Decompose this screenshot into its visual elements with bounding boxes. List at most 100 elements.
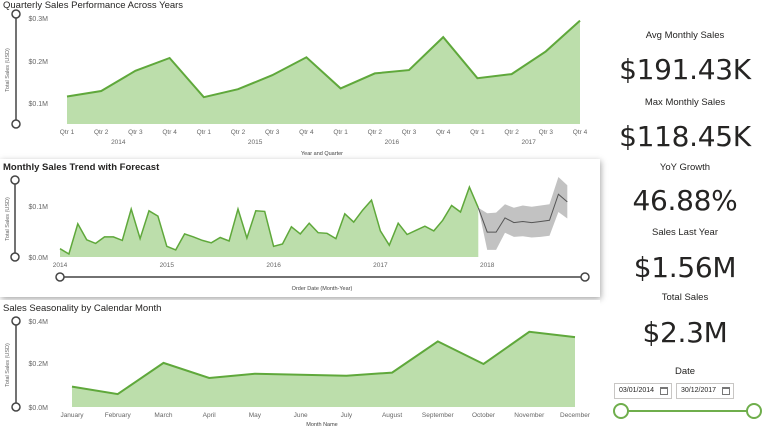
seasonality-x-tick-label: March [154, 412, 172, 419]
monthly-x-tick-label: 2014 [53, 262, 68, 269]
monthly-x-axis-label: Order Date (Month-Year) [292, 286, 353, 292]
seasonality-y-slider-bottom-handle[interactable] [11, 402, 21, 412]
kpi-card-avg-monthly-sales: Avg Monthly Sales $191.43K [605, 30, 765, 84]
monthly-x-slider-left-handle[interactable] [55, 272, 65, 282]
seasonality-x-tick-label: May [249, 412, 262, 419]
seasonality-x-tick-label: October [472, 412, 496, 419]
date-slicer-end-handle[interactable] [746, 403, 762, 419]
kpi-value: $191.43K [619, 53, 751, 86]
quarterly-chart-svg: Total Sales (USD) $0.3M $0.2M $0.1M Qtr … [5, 9, 588, 157]
seasonality-x-tick-label: August [382, 412, 402, 419]
quarterly-x-tick-label: Qtr 1 [470, 129, 485, 136]
monthly-y-tick-label: $0.1M [29, 204, 49, 211]
quarterly-x-tick-label: Qtr 3 [265, 129, 280, 136]
calendar-icon[interactable] [660, 387, 668, 395]
seasonality-y-tick-label: $0.0M [29, 405, 49, 412]
quarterly-plot-area: Qtr 1 Qtr 2 Qtr 3 Qtr 4 Qtr 1 Qtr 2 Qtr 3 Qtr 4… [60, 19, 588, 146]
monthly-x-tick-label: 2017 [373, 262, 388, 269]
quarterly-x-tick-label: Qtr 3 [402, 129, 417, 136]
seasonality-series-line [71, 330, 576, 396]
quarterly-chart-title: Quarterly Sales Performance Across Years [3, 0, 184, 11]
quarterly-y-tick-label: $0.2M [29, 59, 49, 66]
kpi-label: Sales Last Year [651, 227, 719, 238]
quarterly-y-slider-top-handle[interactable] [11, 9, 21, 19]
quarterly-x-tick-label: Qtr 4 [162, 129, 177, 136]
date-slicer-range[interactable] [606, 399, 766, 423]
kpi-card-total-sales: Total Sales $2.3M [605, 292, 765, 347]
monthly-chart-title: Monthly Sales Trend with Forecast [3, 162, 160, 173]
monthly-series-line [59, 185, 479, 256]
seasonality-x-tick-label: January [60, 412, 84, 419]
date-slicer-start-input[interactable]: 03/01/2014 [614, 383, 672, 399]
seasonality-x-tick-label: February [105, 412, 132, 419]
seasonality-x-tick-label: June [294, 412, 308, 419]
quarterly-x-tick-label: Qtr 1 [60, 129, 75, 136]
quarterly-year-label: 2017 [521, 139, 536, 146]
date-slicer-end-value: 30/12/2017 [681, 387, 717, 394]
kpi-card-yoy-growth: YoY Growth 46.88% [605, 162, 765, 215]
monthly-y-axis-label: Total Sales (USD) [5, 197, 11, 241]
quarterly-x-tick-label: Qtr 2 [94, 129, 109, 136]
quarterly-y-slider-bottom-handle[interactable] [11, 119, 21, 129]
date-slicer-end-input[interactable]: 30/12/2017 [676, 383, 734, 399]
seasonality-series-area [72, 331, 575, 407]
quarterly-year-label: 2015 [248, 139, 263, 146]
seasonality-x-tick-label: April [203, 412, 217, 419]
seasonality-x-axis-label: Month Name [306, 422, 338, 428]
kpi-value: $118.45K [619, 120, 751, 153]
quarterly-x-tick-label: Qtr 1 [333, 129, 348, 136]
seasonality-x-tick-label: September [422, 412, 455, 419]
quarterly-x-tick-label: Qtr 4 [436, 129, 451, 136]
quarterly-year-label: 2016 [385, 139, 400, 146]
quarterly-series-area [67, 20, 580, 125]
monthly-x-tick-label: 2015 [160, 262, 175, 269]
quarterly-chart-panel: Quarterly Sales Performance Across Years… [0, 0, 600, 160]
quarterly-y-tick-label: $0.3M [29, 16, 49, 23]
seasonality-x-tick-label: December [560, 412, 591, 419]
quarterly-x-tick-label: Qtr 2 [368, 129, 383, 136]
seasonality-y-slider-top-handle[interactable] [11, 316, 21, 326]
monthly-series-area [60, 187, 479, 257]
quarterly-y-tick-label: $0.1M [29, 101, 49, 108]
quarterly-x-axis-label: Year and Quarter [301, 151, 343, 157]
seasonality-y-tick-label: $0.2M [29, 361, 49, 368]
monthly-y-slider-top-handle[interactable] [10, 175, 20, 185]
kpi-label: Avg Monthly Sales [645, 30, 725, 41]
seasonality-y-axis-label: Total Sales (USD) [5, 343, 11, 387]
quarterly-year-label: 2014 [111, 139, 126, 146]
monthly-plot-area: 2014 2015 2016 2017 2018 [53, 177, 568, 269]
kpi-card-max-monthly-sales: Max Monthly Sales $118.45K [605, 97, 765, 151]
quarterly-x-tick-label: Qtr 4 [299, 129, 314, 136]
monthly-x-slider-right-handle[interactable] [580, 272, 590, 282]
quarterly-x-tick-label: Qtr 2 [504, 129, 519, 136]
date-slicer-start-handle[interactable] [613, 403, 629, 419]
forecast-line [477, 193, 568, 233]
quarterly-y-axis-label: Total Sales (USD) [5, 48, 11, 92]
seasonality-x-tick-label: July [341, 412, 353, 419]
quarterly-x-tick-label: Qtr 3 [128, 129, 143, 136]
quarterly-x-tick-label: Qtr 2 [231, 129, 246, 136]
kpi-value: $1.56M [633, 251, 737, 284]
calendar-icon[interactable] [722, 387, 730, 395]
kpi-label: Total Sales [661, 292, 709, 303]
quarterly-x-tick-label: Qtr 3 [539, 129, 554, 136]
kpi-value: 46.88% [632, 184, 738, 217]
monthly-x-tick-label: 2018 [480, 262, 495, 269]
monthly-y-slider-bottom-handle[interactable] [10, 252, 20, 262]
kpi-value: $2.3M [642, 316, 728, 349]
monthly-y-tick-label: $0.0M [29, 255, 49, 262]
kpi-card-sales-last-year: Sales Last Year $1.56M [605, 227, 765, 282]
date-slicer-start-value: 03/01/2014 [619, 387, 655, 394]
seasonality-x-tick-label: November [514, 412, 545, 419]
date-slicer-title: Date [674, 366, 696, 377]
seasonality-plot-area: January February March April May June July Augu… [60, 330, 591, 419]
seasonality-chart-title: Sales Seasonality by Calendar Month [3, 303, 162, 314]
kpi-label: YoY Growth [659, 162, 711, 173]
kpi-label: Max Monthly Sales [644, 97, 726, 108]
monthly-chart-panel: Monthly Sales Trend with Forecast Total … [0, 159, 600, 297]
quarterly-series-line [66, 19, 581, 99]
forecast-confidence-band [478, 177, 568, 250]
quarterly-x-tick-label: Qtr 4 [573, 129, 588, 136]
monthly-x-tick-label: 2016 [266, 262, 281, 269]
monthly-chart-svg: Total Sales (USD) $0.1M $0.0M 2014 2015 20… [5, 175, 590, 292]
